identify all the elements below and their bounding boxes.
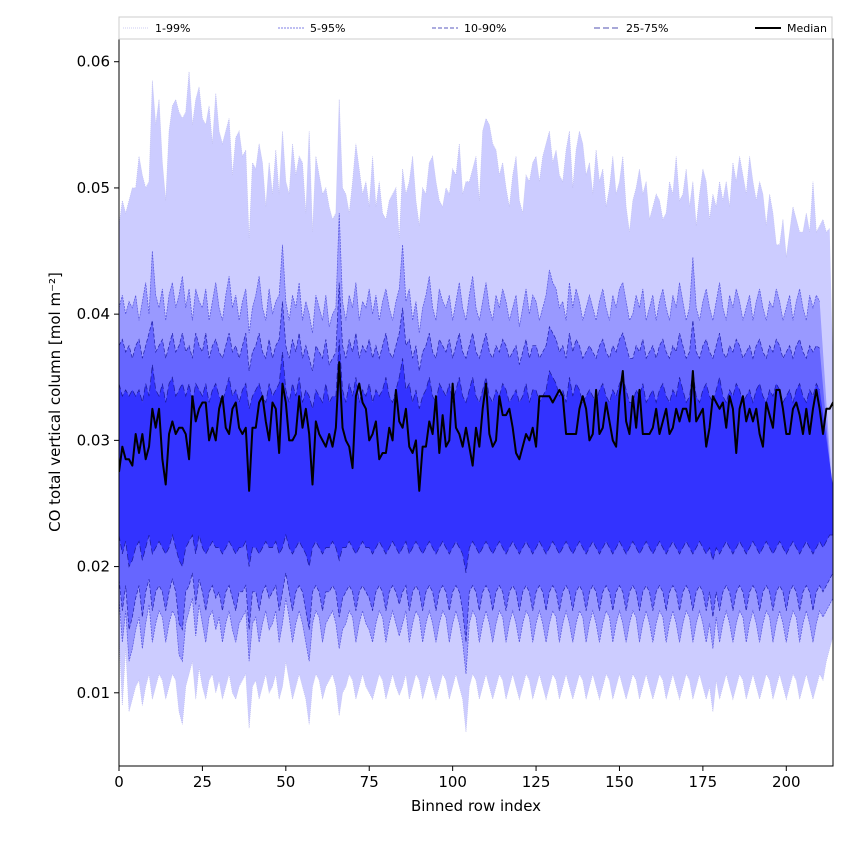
x-tick-label: 75 xyxy=(360,773,379,791)
band-lower-line-0 xyxy=(119,634,833,732)
band-upper-line-3 xyxy=(119,339,820,409)
legend-label: 1-99% xyxy=(155,22,190,35)
legend-box xyxy=(118,16,833,40)
band-lower-line-1 xyxy=(119,597,833,674)
legend: 1-99% 5-95% 10-90% 25-75% Median xyxy=(118,16,833,40)
percentile-bands xyxy=(119,71,833,732)
band-upper-line-2 xyxy=(119,282,820,372)
band-upper-line-0 xyxy=(119,71,830,258)
x-tick-label: 175 xyxy=(689,773,718,791)
x-tick-label: 50 xyxy=(276,773,295,791)
y-tick-label: 0.04 xyxy=(77,305,110,323)
band-lower-line-3 xyxy=(119,533,833,573)
y-tick-label: 0.02 xyxy=(77,558,110,576)
x-tick-label: 150 xyxy=(605,773,634,791)
x-axis-label: Binned row index xyxy=(411,797,541,815)
legend-label: 25-75% xyxy=(626,22,668,35)
band-lower-line-2 xyxy=(119,572,833,643)
y-tick-label: 0.03 xyxy=(77,431,110,449)
x-tick-label: 0 xyxy=(114,773,124,791)
legend-label: 10-90% xyxy=(464,22,506,35)
y-axis: 0.01 0.02 0.03 0.04 0.05 0.06 xyxy=(77,53,119,702)
x-tick-label: 125 xyxy=(522,773,551,791)
y-tick-label: 0.05 xyxy=(77,179,110,197)
legend-label: 5-95% xyxy=(310,22,345,35)
x-tick-label: 25 xyxy=(193,773,212,791)
median-line xyxy=(119,361,833,492)
median-layer xyxy=(119,361,833,492)
y-tick-label: 0.06 xyxy=(77,53,110,71)
legend-label: Median xyxy=(787,22,827,35)
band-upper-line-1 xyxy=(119,213,820,334)
x-tick-label: 200 xyxy=(772,773,801,791)
y-tick-label: 0.01 xyxy=(77,684,110,702)
x-tick-label: 100 xyxy=(438,773,467,791)
band-area-3 xyxy=(119,339,833,573)
y-axis-label: CO total vertical column [mol m⁻²] xyxy=(46,272,64,532)
x-axis: 0 25 50 75 100 125 150 175 200 xyxy=(114,766,801,791)
